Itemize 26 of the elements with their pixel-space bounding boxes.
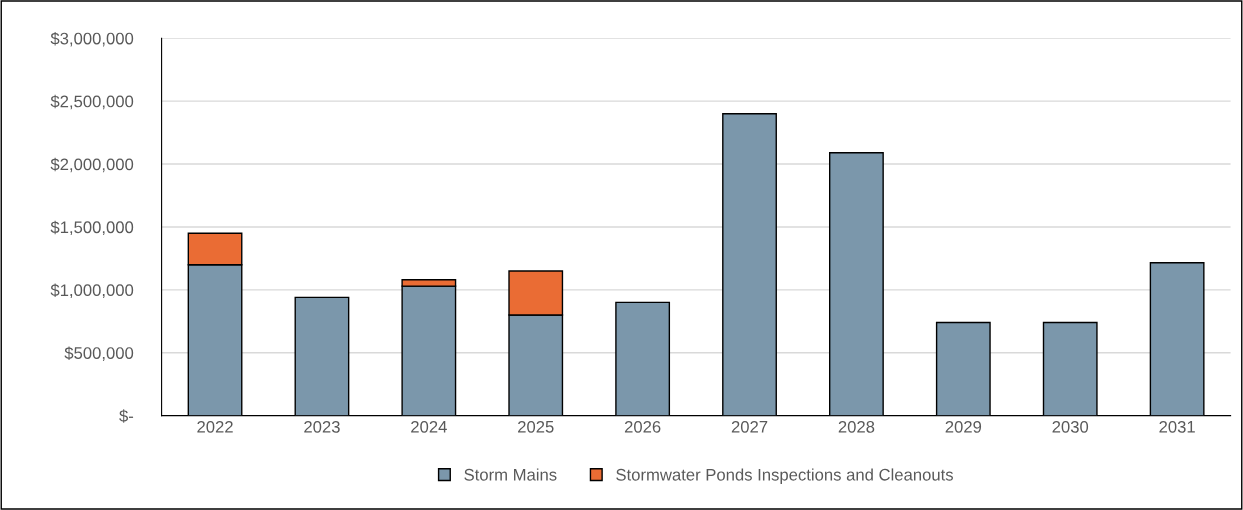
y-tick-label: $2,000,000 <box>50 157 134 173</box>
x-tick-label: 2027 <box>731 420 768 433</box>
x-tick-label: 2029 <box>945 420 982 433</box>
bar <box>615 301 671 416</box>
bar <box>935 321 991 416</box>
y-tick-label: $1,500,000 <box>50 220 134 236</box>
x-tick-label: 2022 <box>197 420 233 433</box>
bar <box>1149 262 1205 416</box>
legend-label: Stormwater Ponds Inspections and Cleanouts <box>616 468 953 484</box>
x-tick-label: 2025 <box>518 420 554 433</box>
x-tick-label: 2024 <box>411 420 447 433</box>
bar <box>294 296 350 416</box>
y-tick-label: $1,000,000 <box>50 283 134 299</box>
y-tick-label: $- <box>119 409 134 423</box>
x-tick-label: 2031 <box>1159 420 1195 433</box>
y-tick-label: $3,000,000 <box>50 31 134 47</box>
legend-label: Storm Mains <box>464 468 557 481</box>
y-tick-label: $2,500,000 <box>50 94 134 110</box>
x-tick-label: 2030 <box>1052 420 1089 433</box>
bar <box>829 152 884 416</box>
x-tick-label: 2023 <box>304 420 340 433</box>
x-tick-label: 2028 <box>838 420 875 433</box>
x-tick-label: 2026 <box>624 420 661 433</box>
bar <box>1042 321 1098 416</box>
bar <box>722 113 777 416</box>
y-tick-label: $500,000 <box>64 346 134 361</box>
